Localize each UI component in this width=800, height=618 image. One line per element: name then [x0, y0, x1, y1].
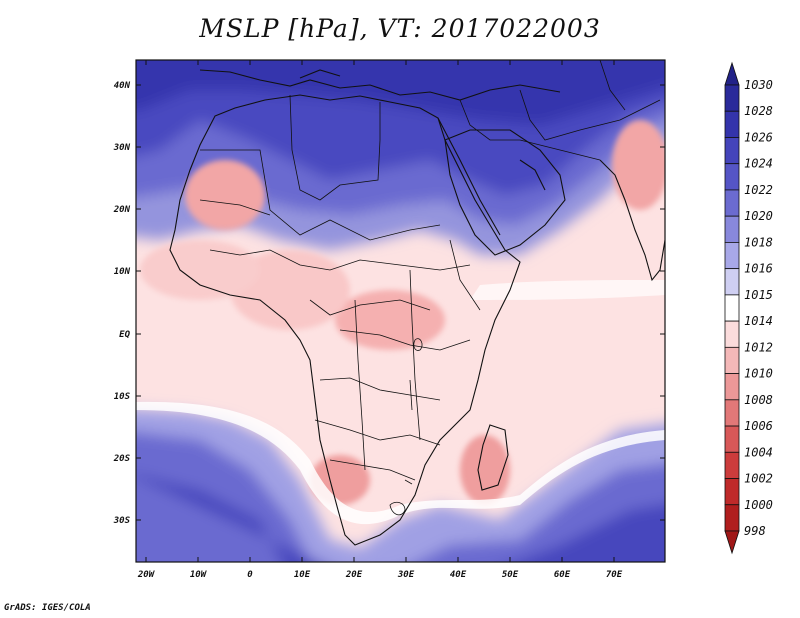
lat-label: 20S: [113, 454, 131, 464]
lon-label: 20W: [137, 570, 156, 580]
colorbar-segment: [724, 268, 740, 296]
lat-label: 30S: [113, 516, 131, 526]
colorbar-level-label: 1000: [744, 498, 773, 512]
lat-label: 20N: [113, 205, 131, 215]
lon-label: 10E: [294, 570, 311, 580]
colorbar-level-label: 1014: [744, 314, 773, 328]
colorbar-labels: 1030 1028 1026 1024 1022 1020 1018 1016 1015 1014…: [744, 78, 773, 538]
coastlines: [169, 69, 665, 546]
lon-label: 30E: [397, 570, 415, 580]
lon-label: 70E: [606, 570, 623, 580]
colorbar-level-label: 1026: [744, 130, 773, 144]
colorbar-segment: [724, 504, 740, 532]
colorbar-segment: [724, 189, 740, 217]
colorbar-level-label: 1004: [744, 445, 773, 459]
axis-ticks: [136, 60, 665, 562]
colorbar-segment: [724, 84, 740, 112]
lon-label: 0: [247, 570, 253, 580]
colorbar-level-label: 1006: [744, 419, 773, 433]
colorbar-bottom-arrow: [724, 530, 740, 555]
colorbar-level-label: 1012: [744, 340, 773, 354]
lat-label: EQ: [119, 330, 130, 340]
lon-label: 60E: [554, 570, 571, 580]
colorbar-segment: [724, 478, 740, 506]
colorbar-segment: [724, 215, 740, 243]
colorbar-segment: [724, 373, 740, 401]
colorbar-top-arrow: [724, 61, 740, 86]
colorbar-level-label: 998: [744, 524, 766, 538]
colorbar-segment: [724, 110, 740, 138]
colorbar-segment: [724, 163, 740, 191]
lat-label: 10N: [114, 267, 131, 277]
pressure-field: [136, 60, 665, 562]
country-borders: [199, 60, 661, 516]
colorbar-level-label: 1018: [744, 235, 773, 249]
colorbar-segment: [724, 242, 740, 270]
lon-label: 10W: [190, 570, 208, 580]
map-title: MSLP [hPa], VT: 2017022003: [199, 14, 601, 43]
lon-label: 40E: [450, 570, 467, 580]
colorbar-segment: [724, 137, 740, 165]
grads-credit: GrADS: IGES/COLA: [4, 603, 91, 613]
lat-label: 10S: [114, 392, 131, 402]
lat-label: 40N: [114, 81, 131, 91]
colorbar-segment: [724, 425, 740, 453]
colorbar-level-label: 1020: [744, 209, 773, 223]
colorbar-level-label: 1028: [744, 104, 773, 118]
colorbar-segment: [724, 451, 740, 479]
lon-label: 50E: [502, 570, 519, 580]
colorbar-level-label: 1010: [744, 367, 773, 381]
colorbar-segment: [724, 320, 740, 348]
colorbar-level-label: 1002: [744, 472, 773, 486]
colorbar-level-label: 1016: [744, 262, 773, 276]
colorbar-segment: [724, 346, 740, 374]
lat-label: 30N: [113, 143, 131, 153]
colorbar-level-label: 1022: [744, 183, 773, 197]
colorbar: [724, 61, 740, 555]
colorbar-level-label: 1008: [744, 393, 773, 407]
map-frame: [135, 59, 666, 563]
lon-label: 20E: [345, 570, 363, 580]
colorbar-level-label: 1024: [744, 157, 773, 171]
colorbar-segment: [724, 294, 740, 322]
colorbar-level-label: 1030: [744, 78, 773, 92]
colorbar-level-label: 1015: [744, 288, 773, 302]
colorbar-segment: [724, 399, 740, 427]
